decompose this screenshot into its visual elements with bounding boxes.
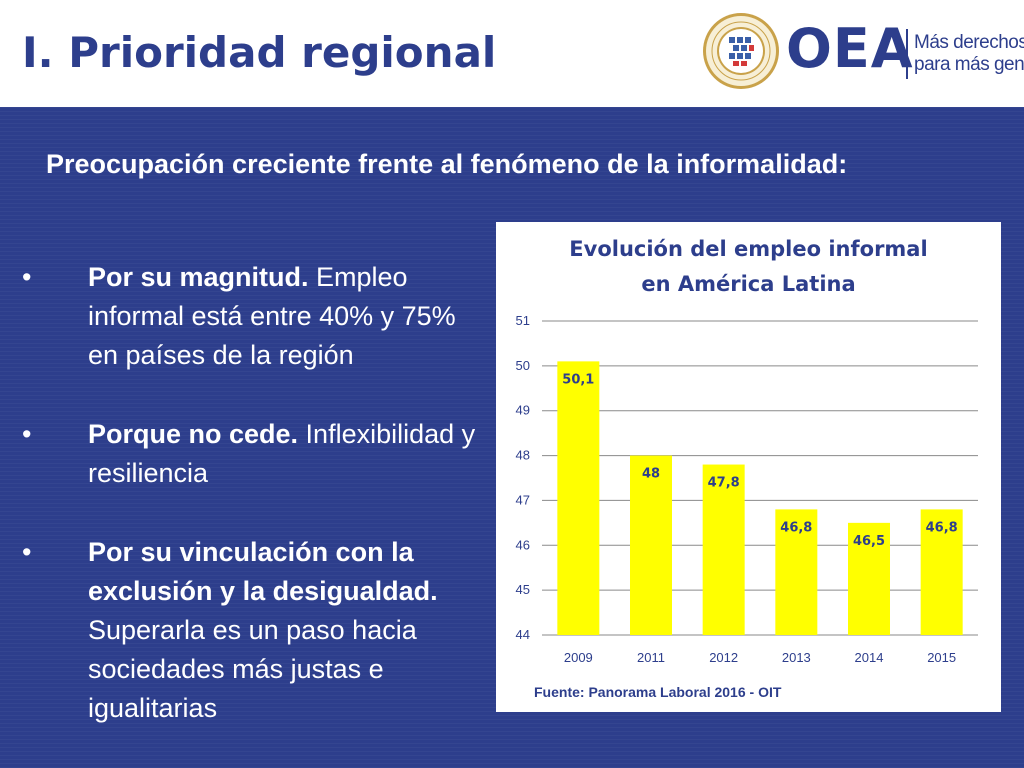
data-label: 50,1 — [562, 372, 594, 387]
bullet-no-cede: • Porque no cede. Inflexibilidad y resil… — [22, 415, 482, 493]
y-tick-label: 50 — [516, 358, 530, 373]
data-label: 46,8 — [780, 520, 812, 535]
y-tick-label: 44 — [516, 627, 530, 642]
y-tick-label: 46 — [516, 537, 530, 552]
oea-logo-text: OEA — [786, 16, 914, 82]
bullet-marker: • — [22, 415, 31, 454]
y-tick-label: 47 — [516, 492, 530, 507]
tagline-line-2: para más gente — [914, 54, 1024, 76]
y-tick-label: 48 — [516, 448, 530, 463]
bullet-bold-text: Por su vinculación con la exclusión y la… — [88, 537, 438, 606]
tagline: Más derechos para más gente — [914, 32, 1024, 76]
bullet-marker: • — [22, 533, 31, 572]
x-tick-label: 2015 — [927, 650, 956, 665]
oas-seal-icon — [702, 12, 780, 90]
chart-panel: Evolución del empleo informal en América… — [496, 222, 1001, 712]
x-tick-label: 2012 — [709, 650, 738, 665]
y-tick-label: 51 — [516, 313, 530, 328]
y-tick-label: 45 — [516, 582, 530, 597]
bar — [630, 456, 672, 635]
data-label: 48 — [642, 467, 660, 482]
x-tick-label: 2011 — [637, 650, 665, 665]
bar-chart: 44 45 46 47 48 49 50 51 50,1 2009 48 2011 47,8 2012 46… — [496, 222, 1001, 712]
page-title: I. Prioridad regional — [22, 28, 496, 77]
header: I. Prioridad regional — [0, 0, 1024, 107]
tagline-line-1: Más derechos — [914, 32, 1024, 54]
bullet-marker: • — [22, 258, 31, 297]
bullet-body-text: Superarla es un paso hacia sociedades má… — [88, 615, 417, 723]
data-label: 46,8 — [926, 520, 958, 535]
bullet-magnitud: • Por su magnitud. Empleo informal está … — [22, 258, 482, 375]
bullet-bold-text: Porque no cede. — [88, 419, 298, 449]
data-label: 47,8 — [708, 476, 740, 491]
subtitle: Preocupación creciente frente al fenómen… — [46, 146, 876, 182]
logo-divider — [906, 29, 908, 79]
chart-source: Fuente: Panorama Laboral 2016 - OIT — [534, 684, 781, 700]
x-tick-label: 2014 — [855, 650, 884, 665]
y-tick-label: 49 — [516, 403, 530, 418]
bar — [557, 361, 599, 635]
data-label: 46,5 — [853, 534, 885, 549]
bullet-list: • Por su magnitud. Empleo informal está … — [22, 258, 482, 768]
bullet-bold-text: Por su magnitud. — [88, 262, 309, 292]
x-tick-label: 2009 — [564, 650, 593, 665]
bullet-exclusion: • Por su vinculación con la exclusión y … — [22, 533, 482, 728]
x-tick-label: 2013 — [782, 650, 811, 665]
